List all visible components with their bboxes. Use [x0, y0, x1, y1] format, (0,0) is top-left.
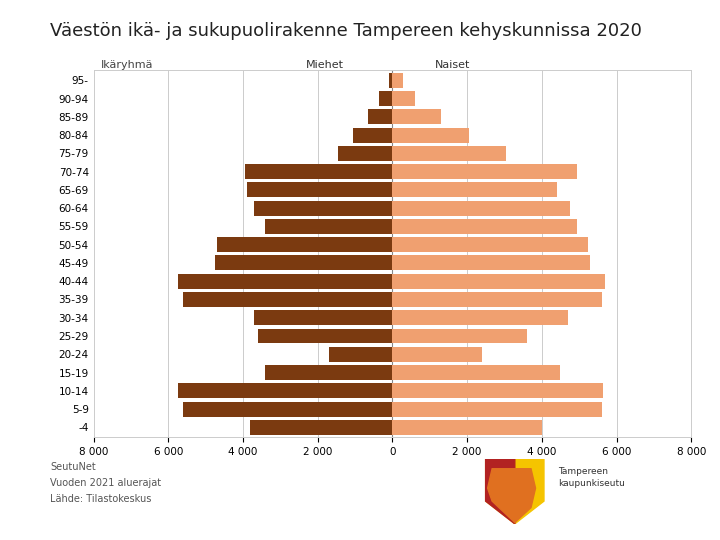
Bar — [392, 237, 588, 252]
Bar — [178, 383, 392, 399]
Bar — [251, 420, 392, 435]
Bar — [379, 91, 392, 106]
Text: Tampereen
kaupunkiseutu: Tampereen kaupunkiseutu — [558, 467, 625, 488]
Bar — [266, 219, 392, 234]
Bar — [389, 73, 392, 87]
Bar — [183, 292, 392, 307]
Text: Ikäryhmä: Ikäryhmä — [101, 60, 153, 70]
Bar — [254, 201, 392, 215]
Polygon shape — [486, 459, 544, 524]
Bar — [392, 310, 568, 325]
Bar — [392, 91, 415, 106]
Bar — [392, 347, 482, 362]
Bar — [392, 255, 590, 271]
Bar — [215, 255, 392, 271]
Bar — [217, 237, 392, 252]
Text: Naiset: Naiset — [434, 60, 470, 70]
Bar — [392, 73, 403, 87]
Text: Väestön ikä- ja sukupuolirakenne Tampereen kehyskunnissa 2020: Väestön ikä- ja sukupuolirakenne Tampere… — [50, 22, 642, 39]
Polygon shape — [487, 469, 536, 523]
Text: Lähde: Tilastokeskus: Lähde: Tilastokeskus — [50, 494, 152, 504]
Bar — [392, 365, 560, 380]
Bar — [266, 365, 392, 380]
Bar — [392, 383, 603, 399]
Bar — [392, 219, 577, 234]
Bar — [392, 274, 606, 289]
Bar — [392, 292, 601, 307]
Text: Miehet: Miehet — [306, 60, 344, 70]
Bar — [392, 328, 527, 343]
Bar — [392, 127, 469, 143]
Bar — [392, 402, 601, 416]
Bar — [392, 183, 557, 197]
Bar — [354, 127, 392, 143]
Text: Vuoden 2021 aluerajat: Vuoden 2021 aluerajat — [50, 478, 161, 488]
Bar — [392, 420, 541, 435]
Bar — [392, 109, 441, 124]
Bar — [389, 58, 396, 68]
Bar — [392, 146, 506, 161]
Bar — [258, 328, 392, 343]
Bar — [329, 347, 392, 362]
Bar — [178, 274, 392, 289]
Bar — [338, 146, 392, 161]
Bar — [368, 109, 392, 124]
Bar — [392, 201, 570, 215]
Bar — [247, 183, 392, 197]
Bar — [392, 164, 577, 179]
Bar — [183, 402, 392, 416]
Text: SeutuNet: SeutuNet — [50, 462, 96, 472]
Bar — [254, 310, 392, 325]
Bar — [245, 164, 392, 179]
Polygon shape — [486, 459, 515, 524]
